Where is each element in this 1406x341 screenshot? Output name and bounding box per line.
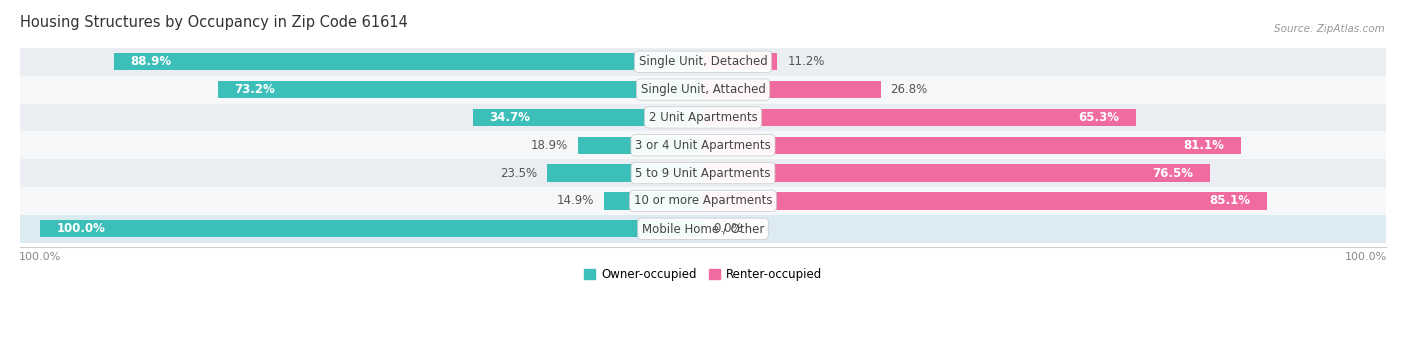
Bar: [41, 220, 703, 237]
Text: 14.9%: 14.9%: [557, 194, 595, 207]
Bar: [472, 109, 703, 126]
Bar: [605, 192, 703, 210]
Text: 85.1%: 85.1%: [1209, 194, 1250, 207]
Bar: [703, 53, 778, 70]
Legend: Owner-occupied, Renter-occupied: Owner-occupied, Renter-occupied: [579, 263, 827, 286]
Text: 26.8%: 26.8%: [890, 83, 928, 96]
Text: 23.5%: 23.5%: [501, 167, 537, 180]
Bar: [20, 187, 1386, 215]
Bar: [20, 48, 1386, 76]
Text: 81.1%: 81.1%: [1182, 139, 1225, 152]
Bar: [20, 159, 1386, 187]
Text: 10 or more Apartments: 10 or more Apartments: [634, 194, 772, 207]
Bar: [703, 81, 880, 98]
Text: Source: ZipAtlas.com: Source: ZipAtlas.com: [1274, 24, 1385, 34]
Bar: [703, 192, 1267, 210]
Bar: [703, 164, 1211, 182]
Bar: [114, 53, 703, 70]
Text: 0.0%: 0.0%: [713, 222, 742, 235]
Text: 76.5%: 76.5%: [1153, 167, 1194, 180]
Bar: [578, 137, 703, 154]
Bar: [20, 131, 1386, 159]
Text: 3 or 4 Unit Apartments: 3 or 4 Unit Apartments: [636, 139, 770, 152]
Text: 11.2%: 11.2%: [787, 55, 824, 68]
Text: 2 Unit Apartments: 2 Unit Apartments: [648, 111, 758, 124]
Text: 73.2%: 73.2%: [235, 83, 276, 96]
Text: 88.9%: 88.9%: [131, 55, 172, 68]
Text: 5 to 9 Unit Apartments: 5 to 9 Unit Apartments: [636, 167, 770, 180]
Bar: [20, 104, 1386, 131]
Text: Single Unit, Detached: Single Unit, Detached: [638, 55, 768, 68]
Text: Mobile Home / Other: Mobile Home / Other: [641, 222, 765, 235]
Bar: [20, 215, 1386, 243]
Bar: [547, 164, 703, 182]
Text: Single Unit, Attached: Single Unit, Attached: [641, 83, 765, 96]
Bar: [703, 137, 1240, 154]
Text: 18.9%: 18.9%: [530, 139, 568, 152]
Bar: [20, 76, 1386, 104]
Bar: [703, 109, 1136, 126]
Bar: [218, 81, 703, 98]
Text: 65.3%: 65.3%: [1078, 111, 1119, 124]
Text: 34.7%: 34.7%: [489, 111, 530, 124]
Text: Housing Structures by Occupancy in Zip Code 61614: Housing Structures by Occupancy in Zip C…: [20, 15, 408, 30]
Text: 100.0%: 100.0%: [56, 222, 105, 235]
